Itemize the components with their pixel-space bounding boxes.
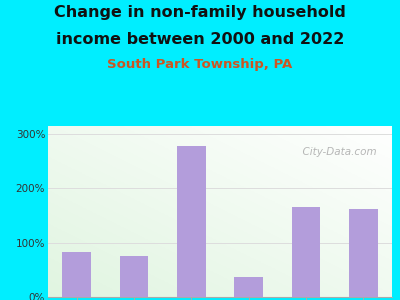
Text: income between 2000 and 2022: income between 2000 and 2022 — [56, 32, 344, 46]
Bar — [62, 253, 91, 297]
Bar — [177, 146, 206, 297]
Text: South Park Township, PA: South Park Township, PA — [107, 58, 293, 71]
Bar — [292, 207, 320, 297]
Bar — [234, 277, 263, 297]
Text: Change in non-family household: Change in non-family household — [54, 4, 346, 20]
Bar — [120, 256, 148, 297]
Text: City-Data.com: City-Data.com — [296, 146, 376, 157]
Bar — [349, 208, 378, 297]
